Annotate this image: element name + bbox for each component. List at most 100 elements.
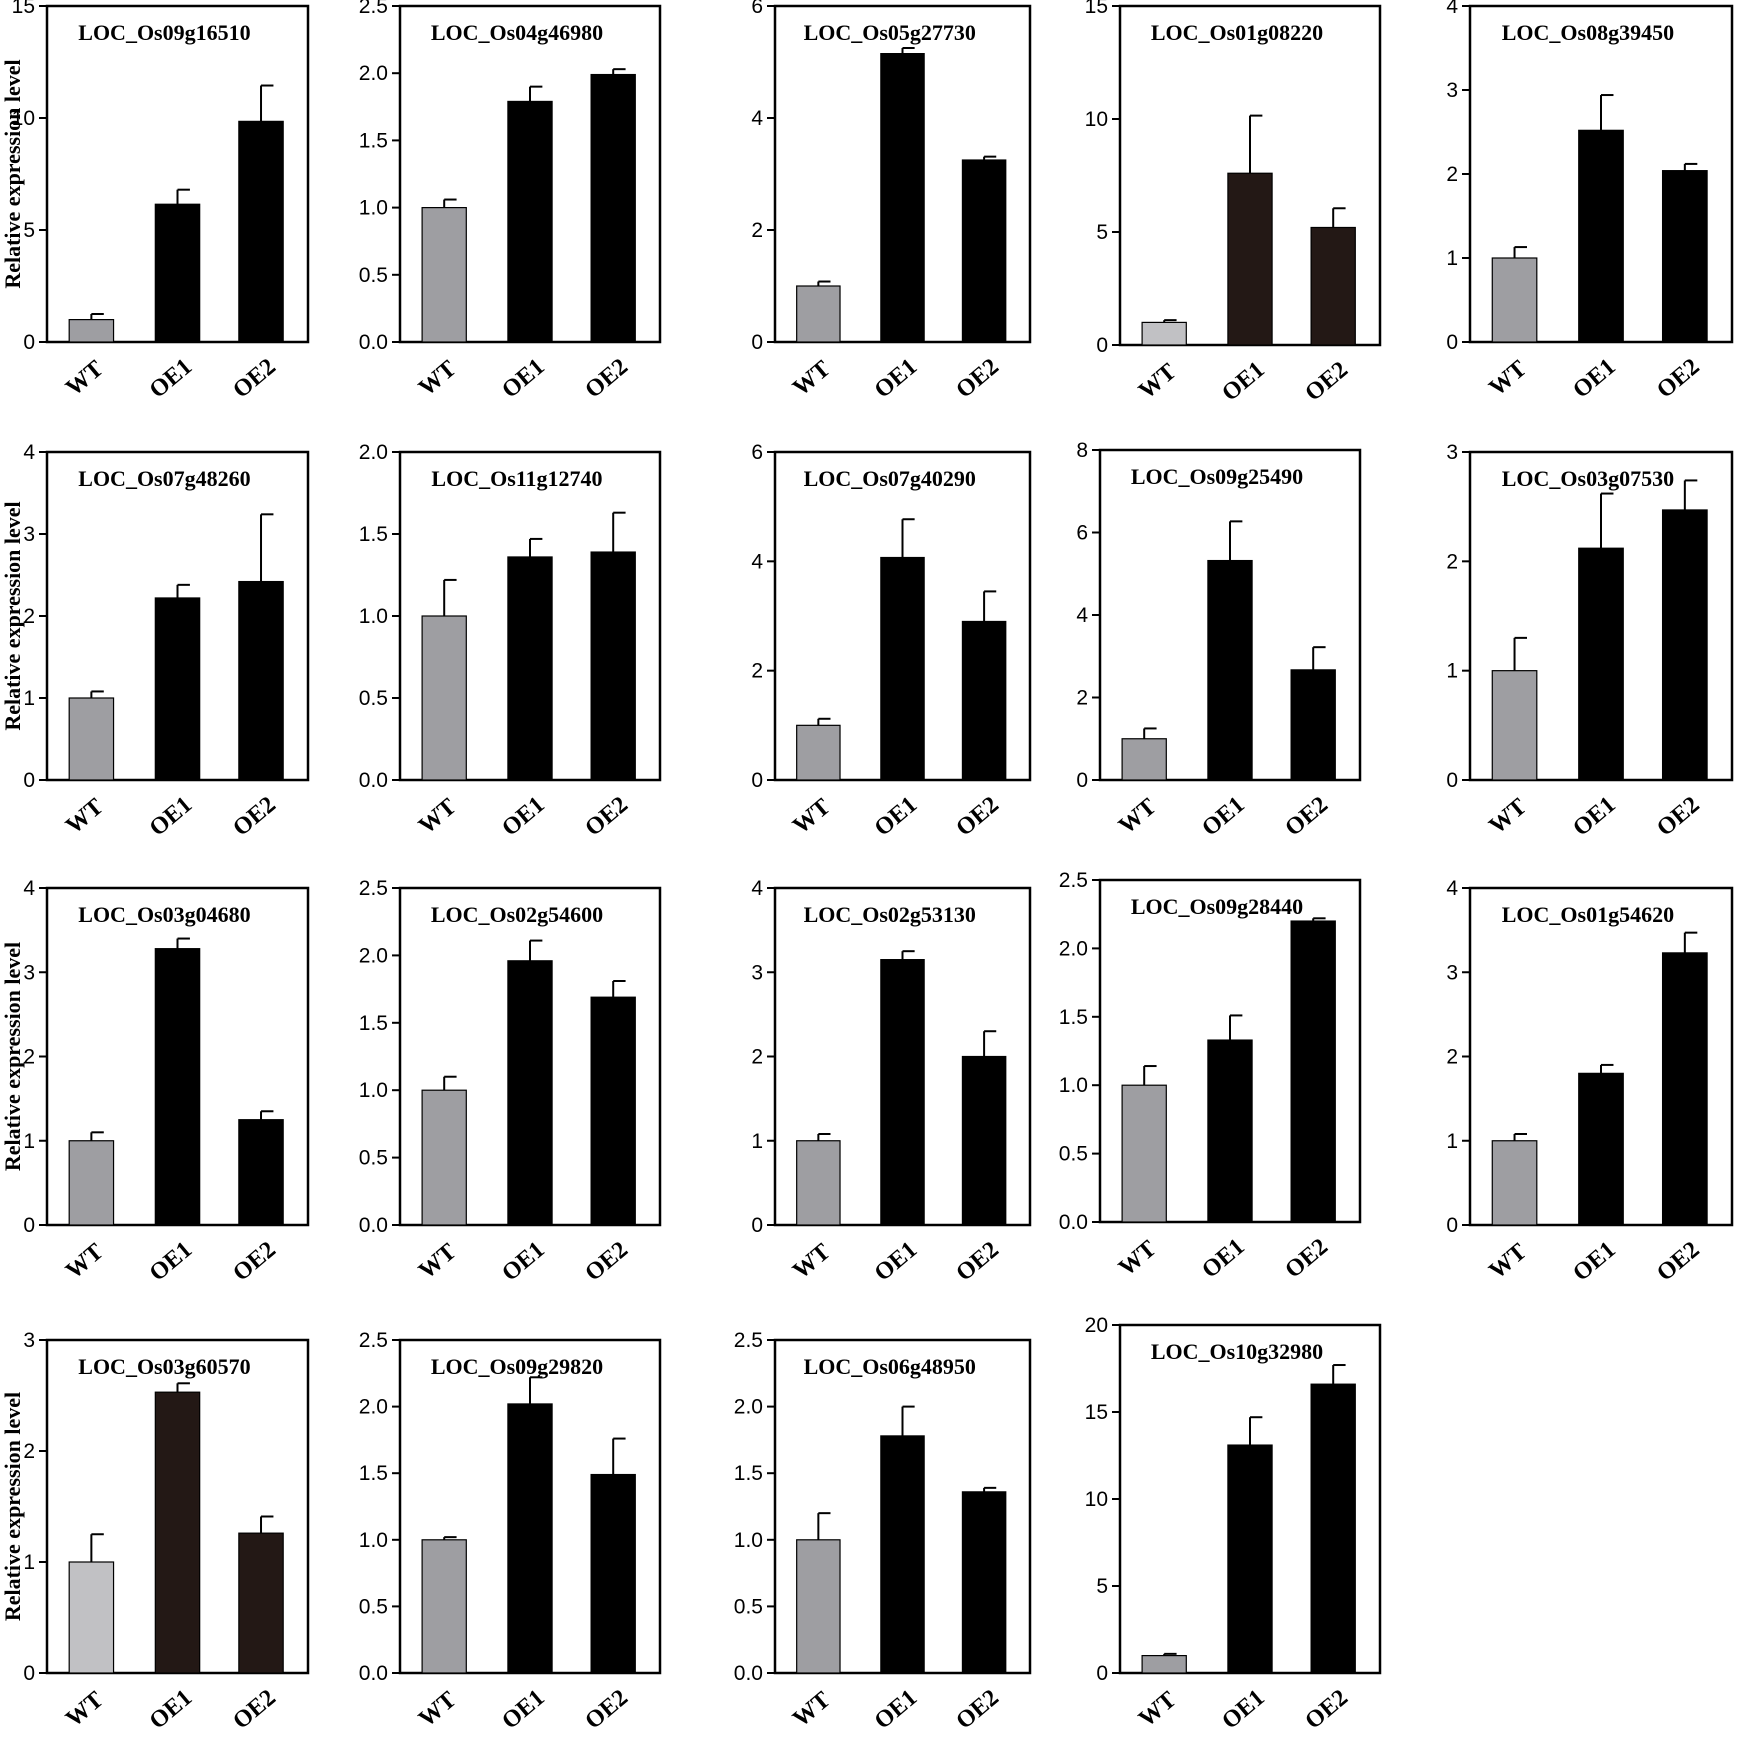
bar-oe2	[1661, 952, 1708, 1226]
y-tick-label: 2.5	[359, 1329, 388, 1352]
y-tick-label: 2.0	[1059, 937, 1088, 960]
chart-panel-12: 0.0 0.5 1.0 1.5 2.0 2.5 WT OE1 OE2 LOC_Os02g54600	[359, 877, 662, 1287]
chart-title: LOC_Os03g07530	[1502, 466, 1674, 491]
y-tick-label: 1.0	[359, 1529, 388, 1552]
chart-panel-4: 0 5 10 15 WT OE1 OE2 LOC_Os01g08220	[1085, 0, 1382, 407]
y-tick-label: 2.0	[359, 1396, 388, 1419]
y-tick-label: 0	[1446, 769, 1458, 792]
x-category-label: OE2	[228, 1685, 280, 1735]
x-category-label: OE1	[145, 354, 197, 404]
y-tick-label: 0	[23, 1214, 35, 1237]
bar-oe1	[507, 1403, 553, 1674]
bar-oe1	[880, 52, 925, 343]
y-tick-label: 1	[23, 687, 35, 710]
y-tick-label: 10	[1085, 108, 1108, 131]
y-tick-label: 2	[1076, 687, 1088, 710]
bar-oe1	[1578, 547, 1624, 781]
x-category-label: WT	[788, 1239, 835, 1285]
chart-title: LOC_Os03g04680	[78, 902, 250, 927]
bar-wt	[68, 697, 115, 781]
chart-title: LOC_Os04g46980	[431, 20, 603, 45]
x-category-label: OE1	[145, 1685, 197, 1735]
bar-wt	[1121, 1084, 1167, 1223]
y-tick-label: 2	[1446, 163, 1458, 186]
y-tick-label: 15	[12, 0, 35, 18]
y-tick-label: 2.5	[1059, 869, 1088, 892]
x-category-label: OE2	[228, 354, 280, 404]
x-category-label: OE1	[870, 792, 922, 842]
y-tick-label: 1.5	[1059, 1006, 1088, 1029]
x-category-label: OE1	[145, 792, 197, 842]
bar-wt	[1491, 1140, 1538, 1226]
bar-oe1	[1578, 129, 1624, 343]
chart-panel-9: 0 2 4 6 8 WT OE1 OE2 LOC_Os09g25490	[1076, 439, 1362, 842]
y-tick-label: 1.5	[734, 1462, 763, 1485]
chart-title: LOC_Os09g29820	[431, 1354, 603, 1379]
y-tick-label: 0	[1446, 331, 1458, 354]
y-tick-label: 1.0	[359, 605, 388, 628]
x-category-label: WT	[788, 794, 835, 840]
y-tick-label: 2.0	[359, 441, 388, 464]
y-tick-label: 0	[751, 1214, 763, 1237]
x-category-label: OE1	[1217, 357, 1269, 407]
y-tick-label: 2.0	[359, 62, 388, 85]
x-category-label: OE1	[1217, 1685, 1269, 1735]
y-tick-label: 0	[23, 769, 35, 792]
y-tick-label: 0.0	[359, 1662, 388, 1685]
x-category-label: OE1	[1197, 1234, 1249, 1284]
y-tick-label: 0.5	[359, 1595, 388, 1618]
y-tick-label: 2	[751, 219, 763, 242]
chart-title: LOC_Os09g25490	[1131, 464, 1303, 489]
y-tick-label: 1	[23, 1130, 35, 1153]
chart-panel-8: 0 2 4 6 WT OE1 OE2 LOC_Os07g40290	[751, 441, 1032, 842]
x-category-label: OE2	[951, 354, 1003, 404]
x-category-label: WT	[1484, 794, 1531, 840]
y-tick-label: 0	[1076, 769, 1088, 792]
y-tick-label: 3	[1446, 79, 1458, 102]
chart-title: LOC_Os07g40290	[804, 466, 976, 491]
y-tick-label: 0.0	[359, 331, 388, 354]
y-tick-label: 2	[751, 660, 763, 683]
chart-title: LOC_Os10g32980	[1151, 1339, 1323, 1364]
bar-oe2	[1290, 669, 1336, 781]
x-category-label: OE1	[1568, 354, 1620, 404]
chart-title: LOC_Os01g54620	[1502, 902, 1674, 927]
y-tick-label: 1.5	[359, 523, 388, 546]
chart-panel-17: 0.0 0.5 1.0 1.5 2.0 2.5 WT OE1 OE2 LOC_Os09g29820	[359, 1329, 662, 1735]
bar-oe2	[238, 1119, 284, 1226]
x-category-label: WT	[414, 356, 461, 402]
y-tick-label: 1.5	[359, 129, 388, 152]
x-category-label: WT	[414, 1239, 461, 1285]
bar-oe2	[1310, 226, 1356, 346]
bar-oe1	[1207, 1039, 1253, 1223]
bar-wt	[1121, 738, 1167, 781]
y-tick-label: 2	[1446, 1046, 1458, 1069]
bar-wt	[68, 1140, 115, 1226]
chart-panel-16: 0 1 2 3 WT OE1 OE2 LOC_Os03g60570 Relative expre…	[0, 1329, 310, 1735]
chart-title: LOC_Os02g54600	[431, 902, 603, 927]
x-category-label: OE2	[1652, 354, 1704, 404]
bar-oe2	[590, 996, 636, 1226]
y-tick-label: 0	[23, 1662, 35, 1685]
y-tick-label: 3	[1446, 961, 1458, 984]
bar-oe1	[154, 948, 201, 1226]
x-category-label: WT	[1484, 1239, 1531, 1285]
x-category-label: OE2	[951, 1685, 1003, 1735]
y-tick-label: 3	[751, 961, 763, 984]
chart-panel-7: 0.0 0.5 1.0 1.5 2.0 WT OE1 OE2 LOC_Os11g12740	[359, 441, 662, 842]
bar-oe2	[1661, 170, 1708, 343]
x-category-label: OE1	[1568, 792, 1620, 842]
chart-panel-6: 0 1 2 3 4 WT OE1 OE2 LOC_Os07g48260 Relative expr…	[0, 441, 310, 842]
x-category-label: OE2	[228, 1237, 280, 1287]
y-tick-label: 0	[1446, 1214, 1458, 1237]
bar-oe2	[1661, 509, 1708, 781]
y-tick-label: 10	[1085, 1488, 1108, 1511]
bar-oe2	[238, 1532, 284, 1674]
chart-panel-3: 0 2 4 6 WT OE1 OE2 LOC_Os05g27730	[751, 0, 1032, 404]
bar-wt	[1141, 321, 1187, 346]
bar-wt	[796, 285, 841, 343]
bar-oe1	[880, 556, 925, 781]
bar-oe2	[238, 120, 284, 343]
chart-panel-14: 0.0 0.5 1.0 1.5 2.0 2.5 WT OE1 OE2 LOC_Os09g28440	[1059, 869, 1362, 1284]
x-category-label: OE2	[228, 792, 280, 842]
